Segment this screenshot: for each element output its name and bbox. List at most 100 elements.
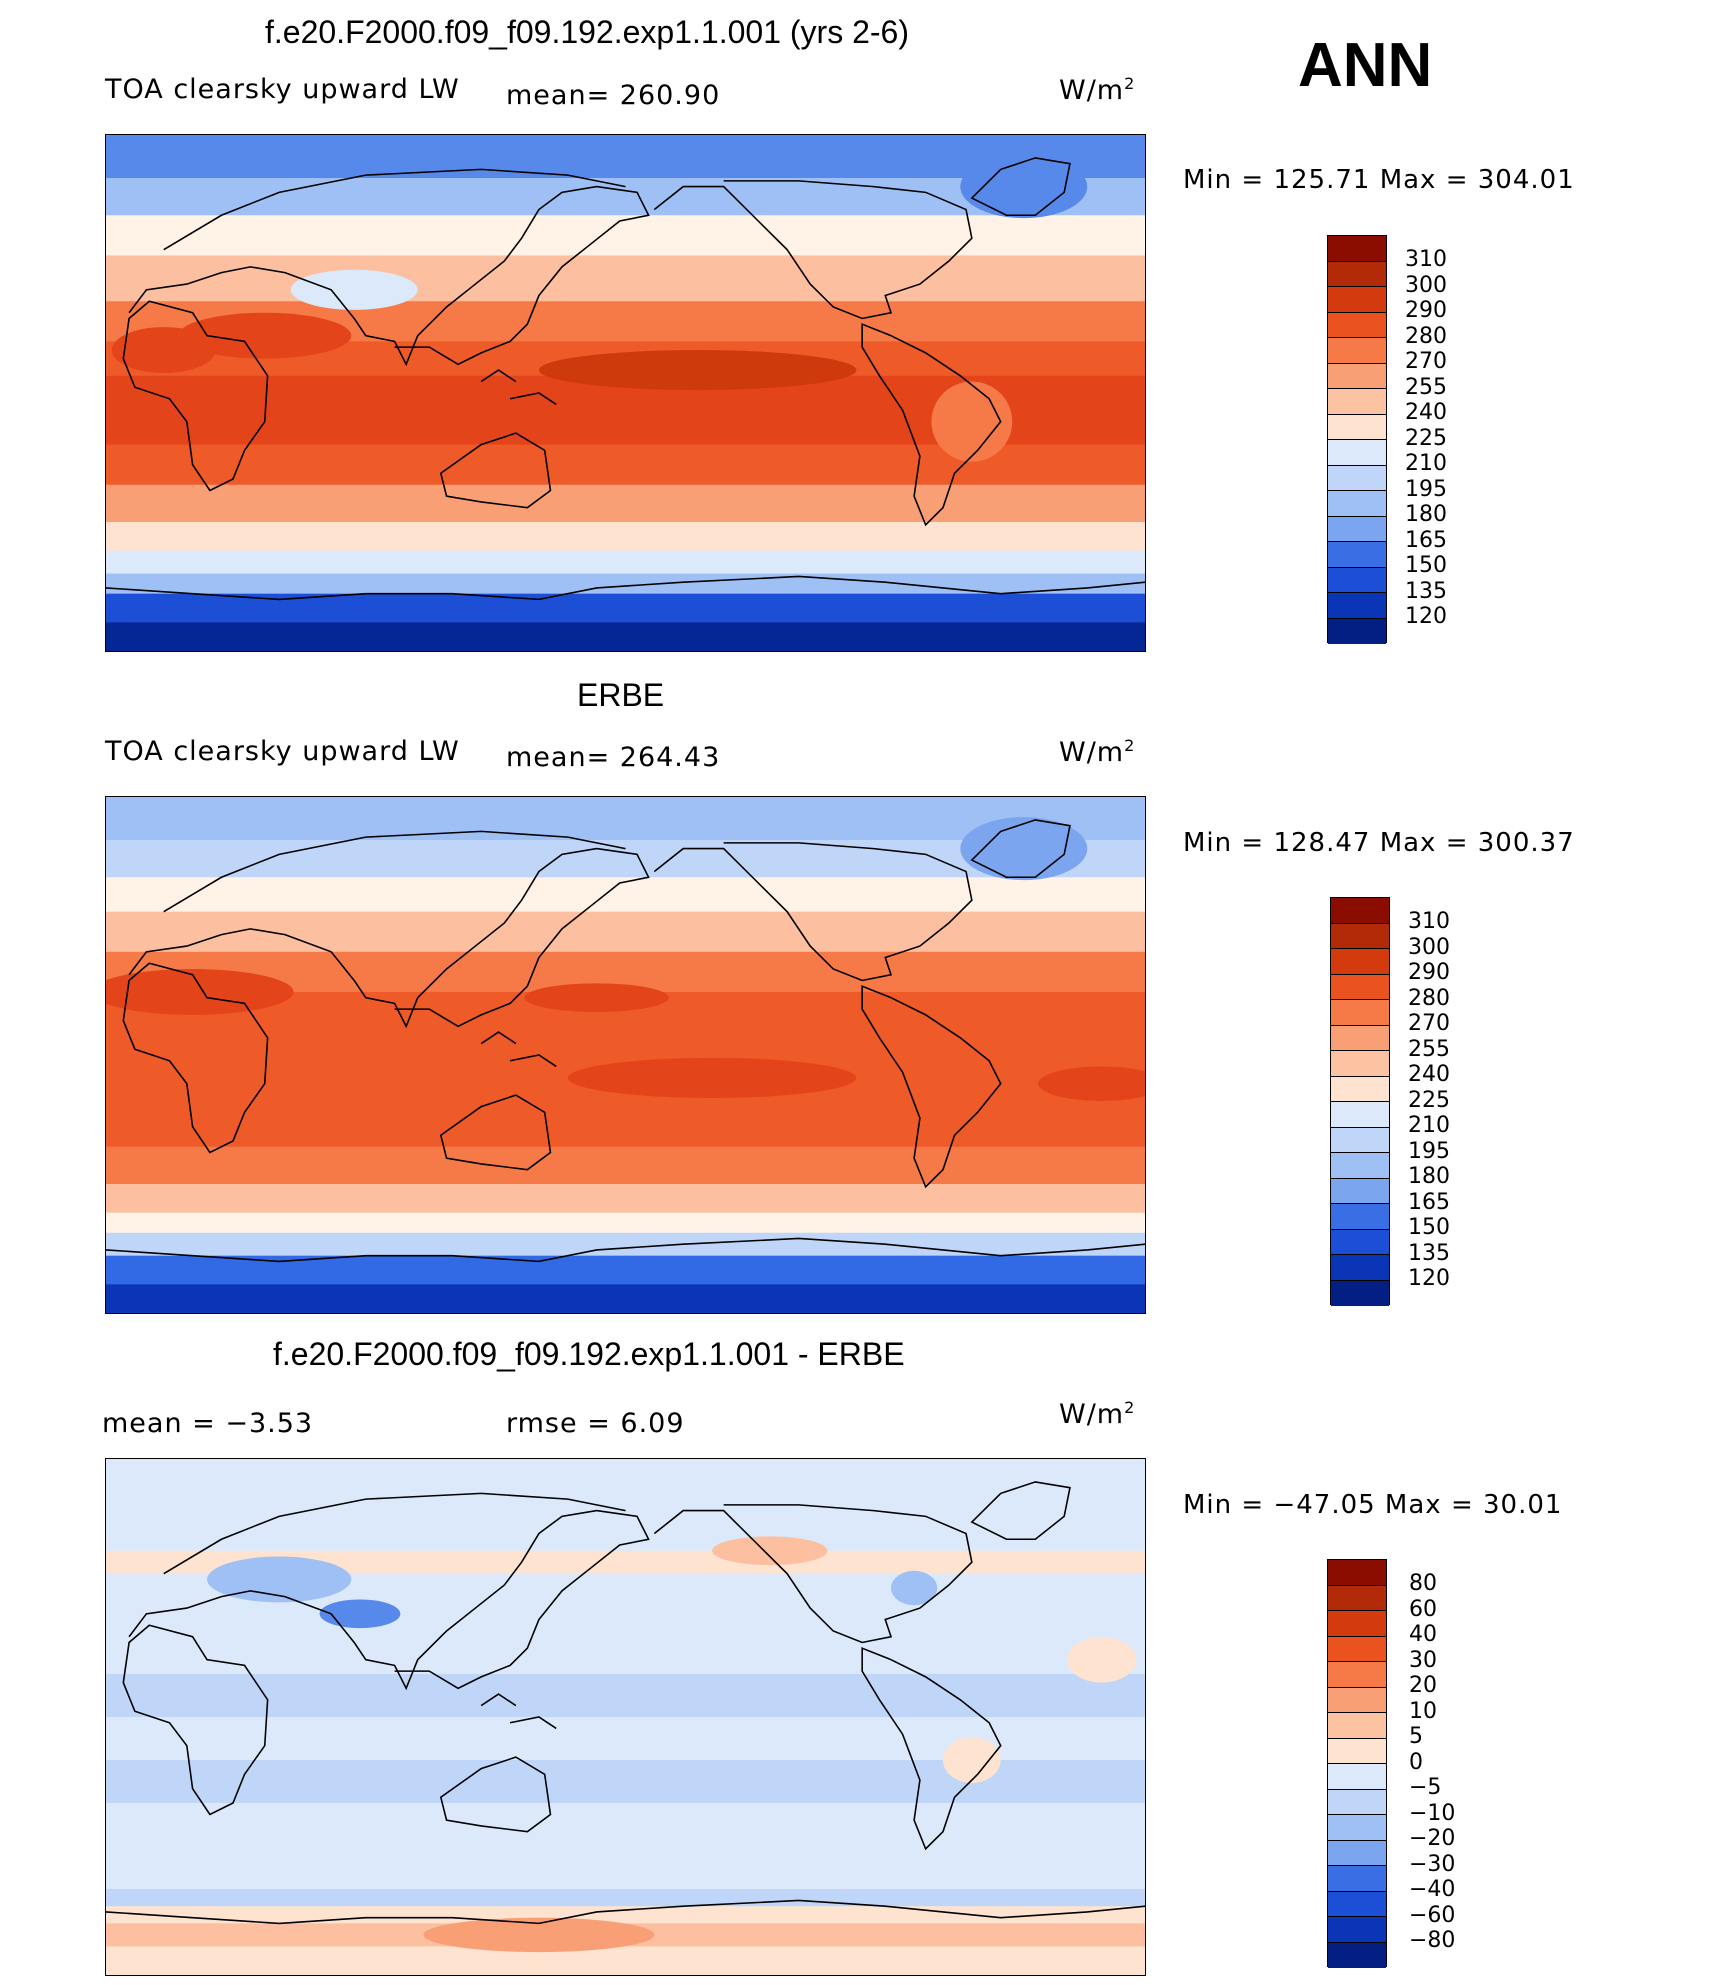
colorbar-swatch (1328, 1662, 1386, 1688)
contour-blob (524, 983, 669, 1012)
panel-1-variable-label: TOA clearsky upward LW (105, 74, 460, 105)
colorbar-label: 225 (1405, 426, 1447, 451)
colorbar-swatch (1328, 465, 1386, 491)
colorbar-swatch (1328, 1738, 1386, 1764)
panel-2-title: ERBE (577, 677, 665, 713)
colorbar-swatch (1328, 1789, 1386, 1815)
colorbar-label: 225 (1408, 1088, 1450, 1113)
colorbar-label: 30 (1409, 1648, 1437, 1673)
colorbar-swatch (1328, 1636, 1386, 1662)
colorbar-label: 165 (1405, 528, 1447, 553)
panel-1-units-label: W/m2 (1059, 74, 1136, 106)
colorbar-label: 255 (1405, 375, 1447, 400)
latitude-band (106, 522, 1145, 552)
panel-1-contour-field (106, 135, 1145, 651)
panel-2-contour-field (106, 797, 1145, 1313)
colorbar-label: 310 (1405, 247, 1447, 272)
colorbar-swatch (1331, 1051, 1389, 1077)
latitude-band (106, 215, 1145, 257)
colorbar-label: 255 (1408, 1037, 1450, 1062)
colorbar-label: 210 (1405, 451, 1447, 476)
colorbar-swatch (1328, 236, 1386, 262)
latitude-band (106, 1516, 1145, 1552)
colorbar-swatch (1328, 312, 1386, 338)
colorbar-swatch (1331, 923, 1389, 949)
colorbar-label: 135 (1405, 579, 1447, 604)
colorbar-swatch (1328, 618, 1386, 644)
latitude-band (106, 622, 1145, 651)
contour-blob (567, 1057, 857, 1098)
colorbar-label: 180 (1405, 502, 1447, 527)
panel-3-title: f.e20.F2000.f09_f09.192.exp1.1.001 - ERB… (273, 1336, 905, 1372)
panel-1-colorbar (1327, 235, 1387, 644)
colorbar-swatch (1331, 1025, 1389, 1051)
colorbar-swatch (1328, 1917, 1386, 1943)
panel-2-map (105, 796, 1146, 1314)
contour-blob (931, 381, 1013, 462)
colorbar-swatch (1328, 542, 1386, 568)
latitude-band (106, 1212, 1145, 1234)
panel-3-units-label: W/m2 (1059, 1398, 1136, 1430)
latitude-band (106, 1284, 1145, 1313)
colorbar-label: 280 (1405, 324, 1447, 349)
contour-fill (106, 1459, 1145, 1975)
contour-blob (960, 817, 1088, 881)
colorbar-swatch (1331, 1229, 1389, 1255)
colorbar-swatch (1331, 1102, 1389, 1128)
panel-1-map (105, 134, 1146, 652)
season-label: ANN (1298, 31, 1433, 100)
colorbar-label: 80 (1409, 1571, 1437, 1596)
colorbar-swatch (1328, 1840, 1386, 1866)
contour-fill (106, 797, 1145, 1313)
latitude-band (106, 1459, 1145, 1518)
colorbar-swatch (1328, 1611, 1386, 1637)
colorbar-label: 280 (1408, 986, 1450, 1011)
colorbar-label: 195 (1408, 1139, 1450, 1164)
colorbar-swatch (1331, 1076, 1389, 1102)
colorbar-swatch (1328, 363, 1386, 389)
latitude-band (106, 1146, 1145, 1186)
colorbar-swatch (1331, 949, 1389, 975)
colorbar-label: 150 (1408, 1215, 1450, 1240)
colorbar-swatch (1328, 1585, 1386, 1611)
panel-3-rmse-label: rmse = 6.09 (506, 1408, 685, 1439)
colorbar-label: 240 (1405, 400, 1447, 425)
latitude-band (106, 877, 1145, 913)
contour-blob (1067, 1636, 1137, 1683)
colorbar-swatch (1331, 1127, 1389, 1153)
colorbar-label: −10 (1409, 1801, 1456, 1826)
colorbar-label: 240 (1408, 1062, 1450, 1087)
contour-blob (111, 327, 216, 373)
contour-fill (106, 135, 1145, 651)
colorbar-swatch (1328, 516, 1386, 542)
contour-blob (942, 1737, 1001, 1783)
panel-1-title: f.e20.F2000.f09_f09.192.exp1.1.001 (yrs … (265, 14, 909, 50)
colorbar-swatch (1328, 1713, 1386, 1739)
latitude-band (106, 1906, 1145, 1925)
colorbar-swatch (1331, 898, 1389, 924)
colorbar-label: −80 (1409, 1928, 1456, 1953)
latitude-band (106, 573, 1145, 595)
panel-3-mean-label: mean = −3.53 (102, 1408, 314, 1439)
latitude-band (106, 1112, 1145, 1148)
colorbar-label: 195 (1405, 477, 1447, 502)
colorbar-swatch (1331, 1280, 1389, 1306)
colorbar-label: −30 (1409, 1852, 1456, 1877)
latitude-band (106, 1232, 1145, 1257)
colorbar-label: 40 (1409, 1622, 1437, 1647)
colorbar-swatch (1328, 491, 1386, 517)
latitude-band (106, 1946, 1145, 1975)
contour-blob (207, 1556, 352, 1603)
panel-2-colorbar (1330, 897, 1390, 1306)
contour-blob (960, 155, 1088, 219)
colorbar-swatch (1328, 567, 1386, 593)
colorbar-label: 150 (1405, 553, 1447, 578)
panel-1-min-max: Min = 125.71 Max = 304.01 (1183, 165, 1575, 195)
panel-3-contour-field (106, 1459, 1145, 1975)
latitude-band (106, 484, 1145, 524)
colorbar-label: 270 (1408, 1011, 1450, 1036)
colorbar-swatch (1331, 1178, 1389, 1204)
colorbar-label: 20 (1409, 1673, 1437, 1698)
colorbar-label: 5 (1409, 1724, 1423, 1749)
